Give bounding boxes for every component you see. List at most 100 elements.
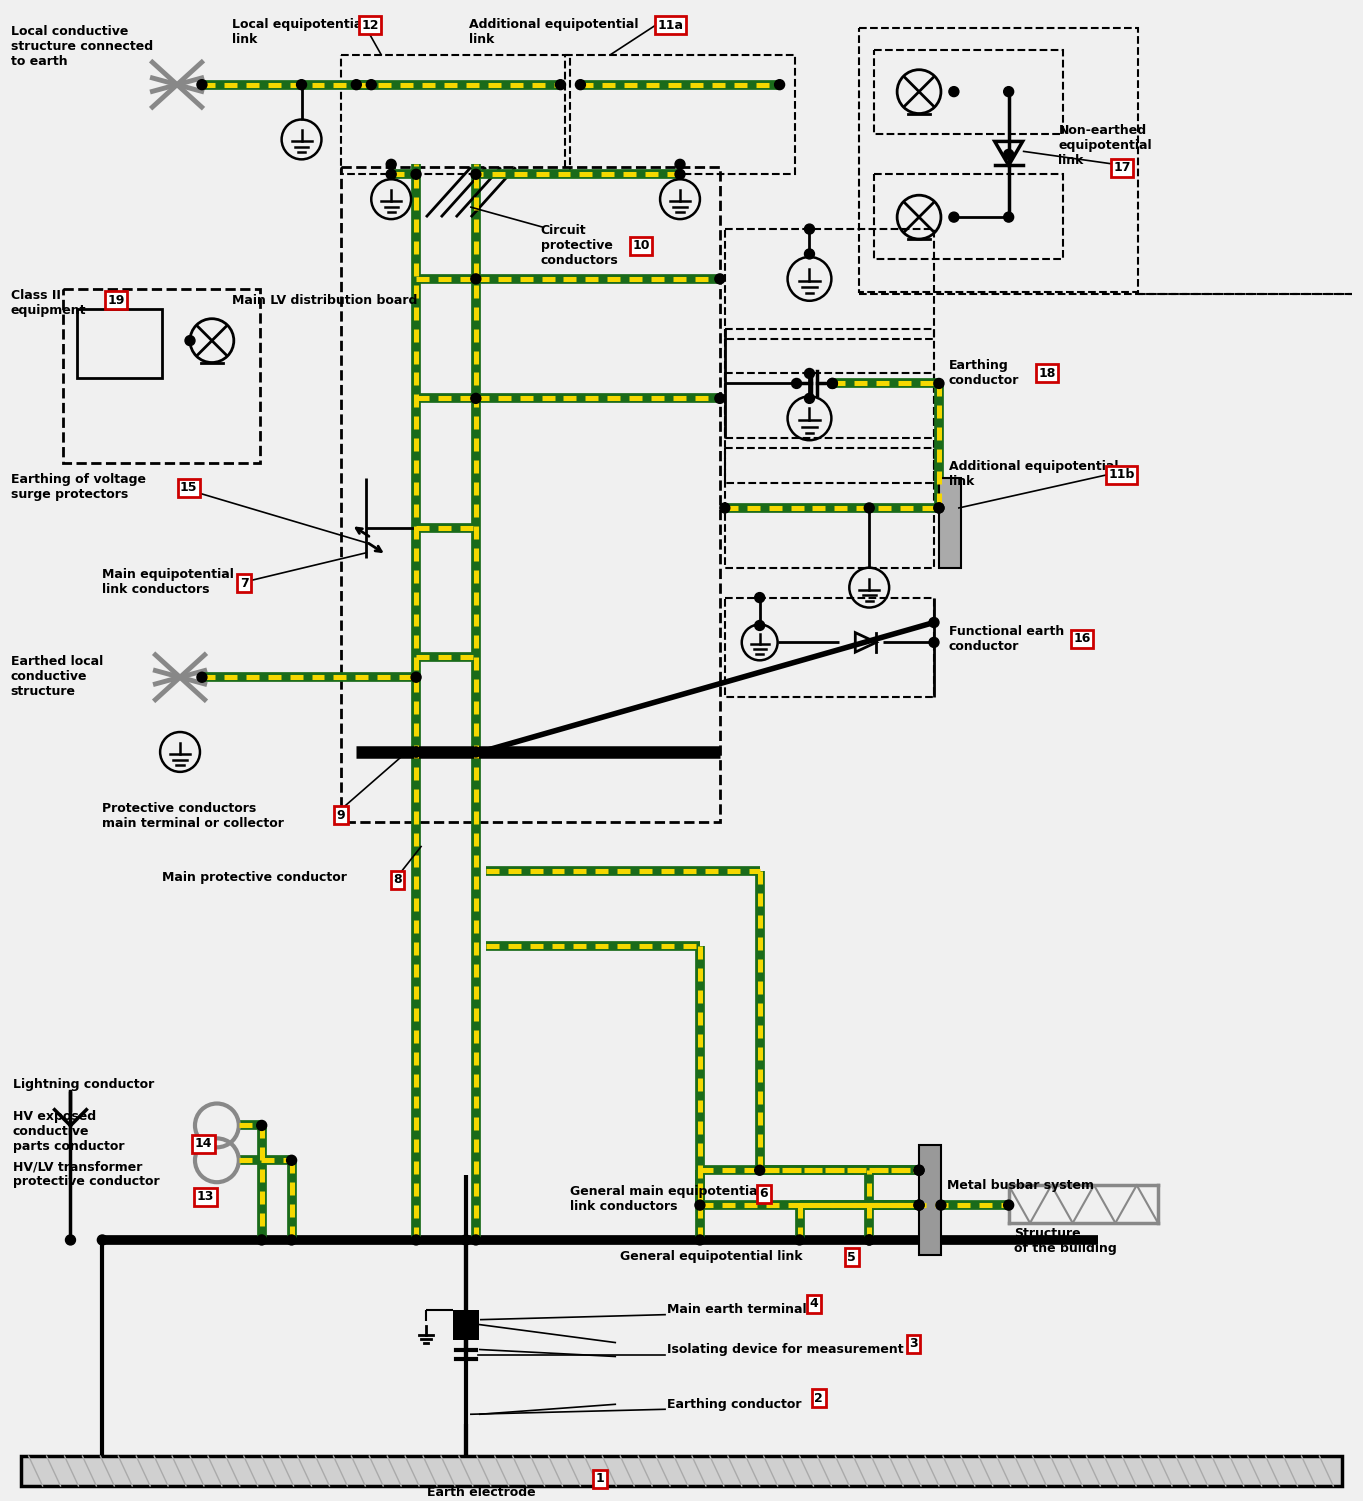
Bar (874, 50, 1063, 135)
Text: 11a: 11a (657, 20, 683, 32)
Text: 16: 16 (1074, 632, 1090, 645)
Text: 13: 13 (198, 1190, 214, 1204)
Circle shape (827, 378, 837, 389)
Circle shape (915, 1201, 924, 1210)
Circle shape (714, 393, 725, 404)
Text: HV exposed
conductive
parts conductor: HV exposed conductive parts conductor (12, 1111, 124, 1153)
Text: 8: 8 (393, 874, 402, 887)
Circle shape (755, 1165, 765, 1175)
Circle shape (556, 80, 566, 90)
Bar (919, 1145, 940, 1255)
Text: General equipotential link: General equipotential link (620, 1250, 803, 1262)
Circle shape (675, 159, 686, 170)
Text: Circuit
protective
conductors: Circuit protective conductors (541, 224, 619, 267)
Circle shape (720, 503, 729, 513)
Text: Additional equipotential
link: Additional equipotential link (469, 18, 638, 47)
Bar (341, 54, 571, 174)
Circle shape (930, 638, 939, 647)
Text: General main equipotential
link conductors: General main equipotential link conducto… (571, 1186, 762, 1213)
Text: 3: 3 (909, 1337, 917, 1349)
Circle shape (714, 273, 725, 284)
Bar (725, 329, 934, 438)
Circle shape (755, 593, 765, 602)
Circle shape (1003, 212, 1014, 222)
Text: 10: 10 (632, 239, 650, 252)
Text: Additional equipotential
link: Additional equipotential link (949, 461, 1119, 488)
Circle shape (934, 378, 945, 389)
Text: Protective conductors
main terminal or collector: Protective conductors main terminal or c… (102, 802, 285, 830)
Circle shape (97, 1235, 108, 1244)
Circle shape (675, 170, 686, 179)
Circle shape (915, 1165, 924, 1175)
Text: 18: 18 (1039, 366, 1056, 380)
Text: Local conductive
structure connected
to earth: Local conductive structure connected to … (11, 26, 153, 68)
Bar (939, 477, 961, 567)
Text: Earthing of voltage
surge protectors: Earthing of voltage surge protectors (11, 473, 146, 501)
Circle shape (795, 1235, 804, 1244)
Text: Functional earth
conductor: Functional earth conductor (949, 626, 1065, 653)
Text: Local equipotential
link: Local equipotential link (232, 18, 367, 47)
Circle shape (286, 1156, 297, 1165)
Text: 4: 4 (810, 1297, 818, 1310)
Text: Main protective conductor: Main protective conductor (162, 872, 348, 884)
Circle shape (695, 1235, 705, 1244)
Text: Class II
equipment: Class II equipment (11, 288, 86, 317)
Circle shape (915, 1165, 924, 1175)
Circle shape (934, 503, 945, 513)
Circle shape (864, 1235, 874, 1244)
Circle shape (286, 1235, 297, 1244)
Circle shape (386, 170, 397, 179)
Text: Isolating device for measurement: Isolating device for measurement (667, 1343, 904, 1355)
Bar (725, 230, 934, 339)
Text: 6: 6 (759, 1187, 769, 1201)
Circle shape (930, 617, 939, 627)
Circle shape (915, 1201, 924, 1210)
Text: Earth electrode: Earth electrode (427, 1486, 536, 1499)
Text: 1: 1 (596, 1472, 604, 1484)
Circle shape (256, 1235, 267, 1244)
Bar (341, 167, 720, 821)
Circle shape (256, 1120, 267, 1130)
Text: 15: 15 (180, 480, 198, 494)
Circle shape (864, 1235, 874, 1244)
Circle shape (755, 620, 765, 630)
Circle shape (412, 747, 421, 757)
Text: Main equipotential
link conductors: Main equipotential link conductors (102, 567, 234, 596)
Circle shape (804, 249, 815, 260)
Circle shape (804, 393, 815, 404)
Text: Earthing conductor: Earthing conductor (667, 1397, 801, 1411)
Bar (63, 288, 260, 464)
Text: 9: 9 (337, 809, 345, 821)
Circle shape (864, 503, 874, 513)
Circle shape (934, 503, 945, 513)
Bar (874, 174, 1063, 260)
Circle shape (461, 1235, 470, 1244)
Circle shape (198, 80, 207, 90)
Text: 2: 2 (815, 1391, 823, 1405)
Text: Non-earthed
equipotential
link: Non-earthed equipotential link (1059, 125, 1152, 168)
Circle shape (1003, 1201, 1014, 1210)
Circle shape (470, 1235, 481, 1244)
Text: 11b: 11b (1108, 468, 1134, 482)
Bar (78, 309, 162, 378)
Circle shape (804, 224, 815, 234)
Circle shape (185, 336, 195, 345)
Circle shape (352, 80, 361, 90)
Circle shape (65, 1235, 75, 1244)
Circle shape (949, 212, 960, 222)
Bar (453, 1310, 478, 1339)
Circle shape (412, 1235, 421, 1244)
Text: Main LV distribution board: Main LV distribution board (232, 294, 417, 306)
Circle shape (412, 747, 421, 757)
Text: 17: 17 (1114, 161, 1131, 174)
Circle shape (386, 159, 397, 170)
Text: Earthing
conductor: Earthing conductor (949, 359, 1020, 387)
Circle shape (367, 80, 376, 90)
Bar (20, 1456, 1343, 1486)
Bar (725, 374, 934, 483)
Bar (725, 449, 934, 567)
Circle shape (198, 672, 207, 683)
Circle shape (936, 1201, 946, 1210)
Text: Lightning conductor: Lightning conductor (12, 1078, 154, 1091)
Text: Earthed local
conductive
structure: Earthed local conductive structure (11, 656, 104, 698)
